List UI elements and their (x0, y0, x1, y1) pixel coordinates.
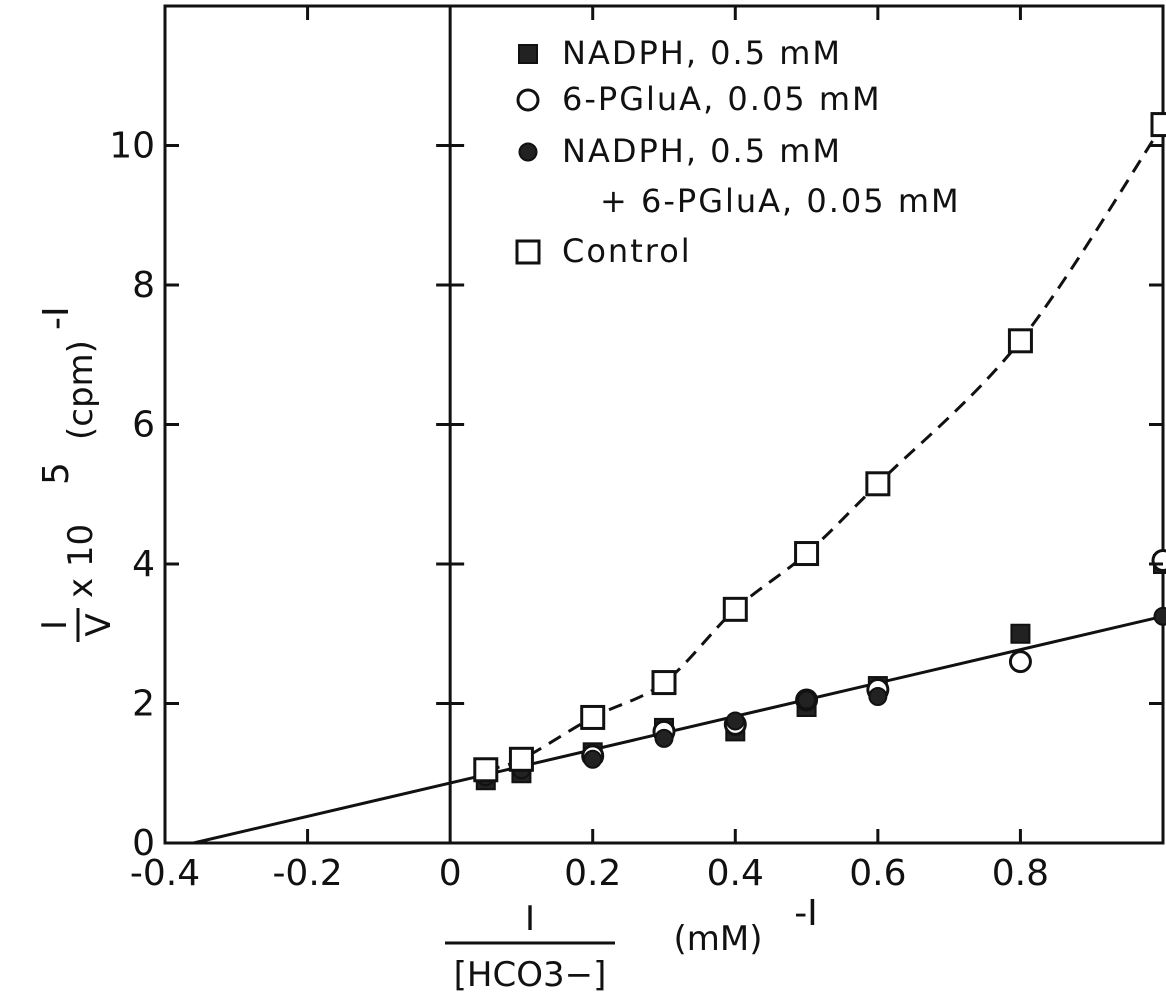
legend-label: + 6-PGluA, 0.05 mM (600, 182, 961, 220)
legend-marker-3 (515, 239, 541, 265)
data-point-series-2 (654, 728, 674, 748)
x-tick-label: 0.2 (564, 853, 621, 894)
data-point-series-3 (1150, 112, 1166, 138)
y-tick-label: 4 (132, 544, 155, 585)
y-tick-label: 10 (109, 126, 155, 167)
data-point-series-2 (583, 749, 603, 769)
y-tick-label: 6 (132, 405, 155, 446)
legend-label: NADPH, 0.5 mM (562, 34, 842, 72)
data-point-series-2 (868, 687, 888, 707)
legend-label: Control (562, 232, 692, 270)
x-tick-label: 0.8 (992, 853, 1049, 894)
legend-marker-0 (518, 44, 538, 64)
y-label-power: 5 (36, 462, 77, 485)
x-label-numerator: I (525, 899, 535, 939)
x-tick-label: 0 (439, 853, 462, 894)
data-point-series-3 (580, 704, 606, 730)
x-tick-label: 0.6 (849, 853, 906, 894)
x-label-exponent: -I (794, 893, 818, 934)
data-point-series-2 (797, 690, 817, 710)
data-point-series-2 (1153, 606, 1166, 626)
data-point-series-3 (722, 596, 748, 622)
legend-marker-2 (518, 142, 538, 162)
y-label-exponent: -I (36, 306, 77, 330)
fit-line-dashed (485, 123, 1165, 772)
y-tick-label: 8 (132, 265, 155, 306)
y-label-unit: (cpm) (61, 340, 101, 440)
data-point-series-3 (651, 670, 677, 696)
legend-label: NADPH, 0.5 mM (562, 132, 842, 170)
y-label-group: I Vx 10 5 (cpm) -I (35, 306, 119, 642)
y-label-numerator: I (35, 620, 75, 630)
data-point-series-3 (794, 541, 820, 567)
fit-line-solid (193, 614, 1164, 845)
data-point-series-3 (473, 757, 499, 783)
x-label-unit: (mM) (674, 919, 763, 959)
y-label-multiplier: x 10 (61, 524, 101, 598)
x-label-denominator: [HCO3−] (454, 955, 607, 995)
data-point-series-3 (508, 746, 534, 772)
y-tick-label: 2 (132, 684, 155, 725)
legend-marker-1 (516, 88, 540, 112)
data-point-series-3 (865, 471, 891, 497)
y-tick-label: 0 (132, 823, 155, 864)
y-label-denominator: V (79, 613, 119, 636)
data-point-series-3 (1007, 328, 1033, 354)
legend-label: 6-PGluA, 0.05 mM (562, 80, 882, 118)
data-point-series-1 (1008, 650, 1032, 674)
x-tick-label: -0.4 (130, 853, 200, 894)
data-point-series-2 (725, 711, 745, 731)
data-point-series-1 (1151, 549, 1166, 573)
x-tick-label: 0.4 (707, 853, 764, 894)
x-tick-label: -0.2 (272, 853, 342, 894)
data-point-series-0 (1010, 623, 1031, 644)
